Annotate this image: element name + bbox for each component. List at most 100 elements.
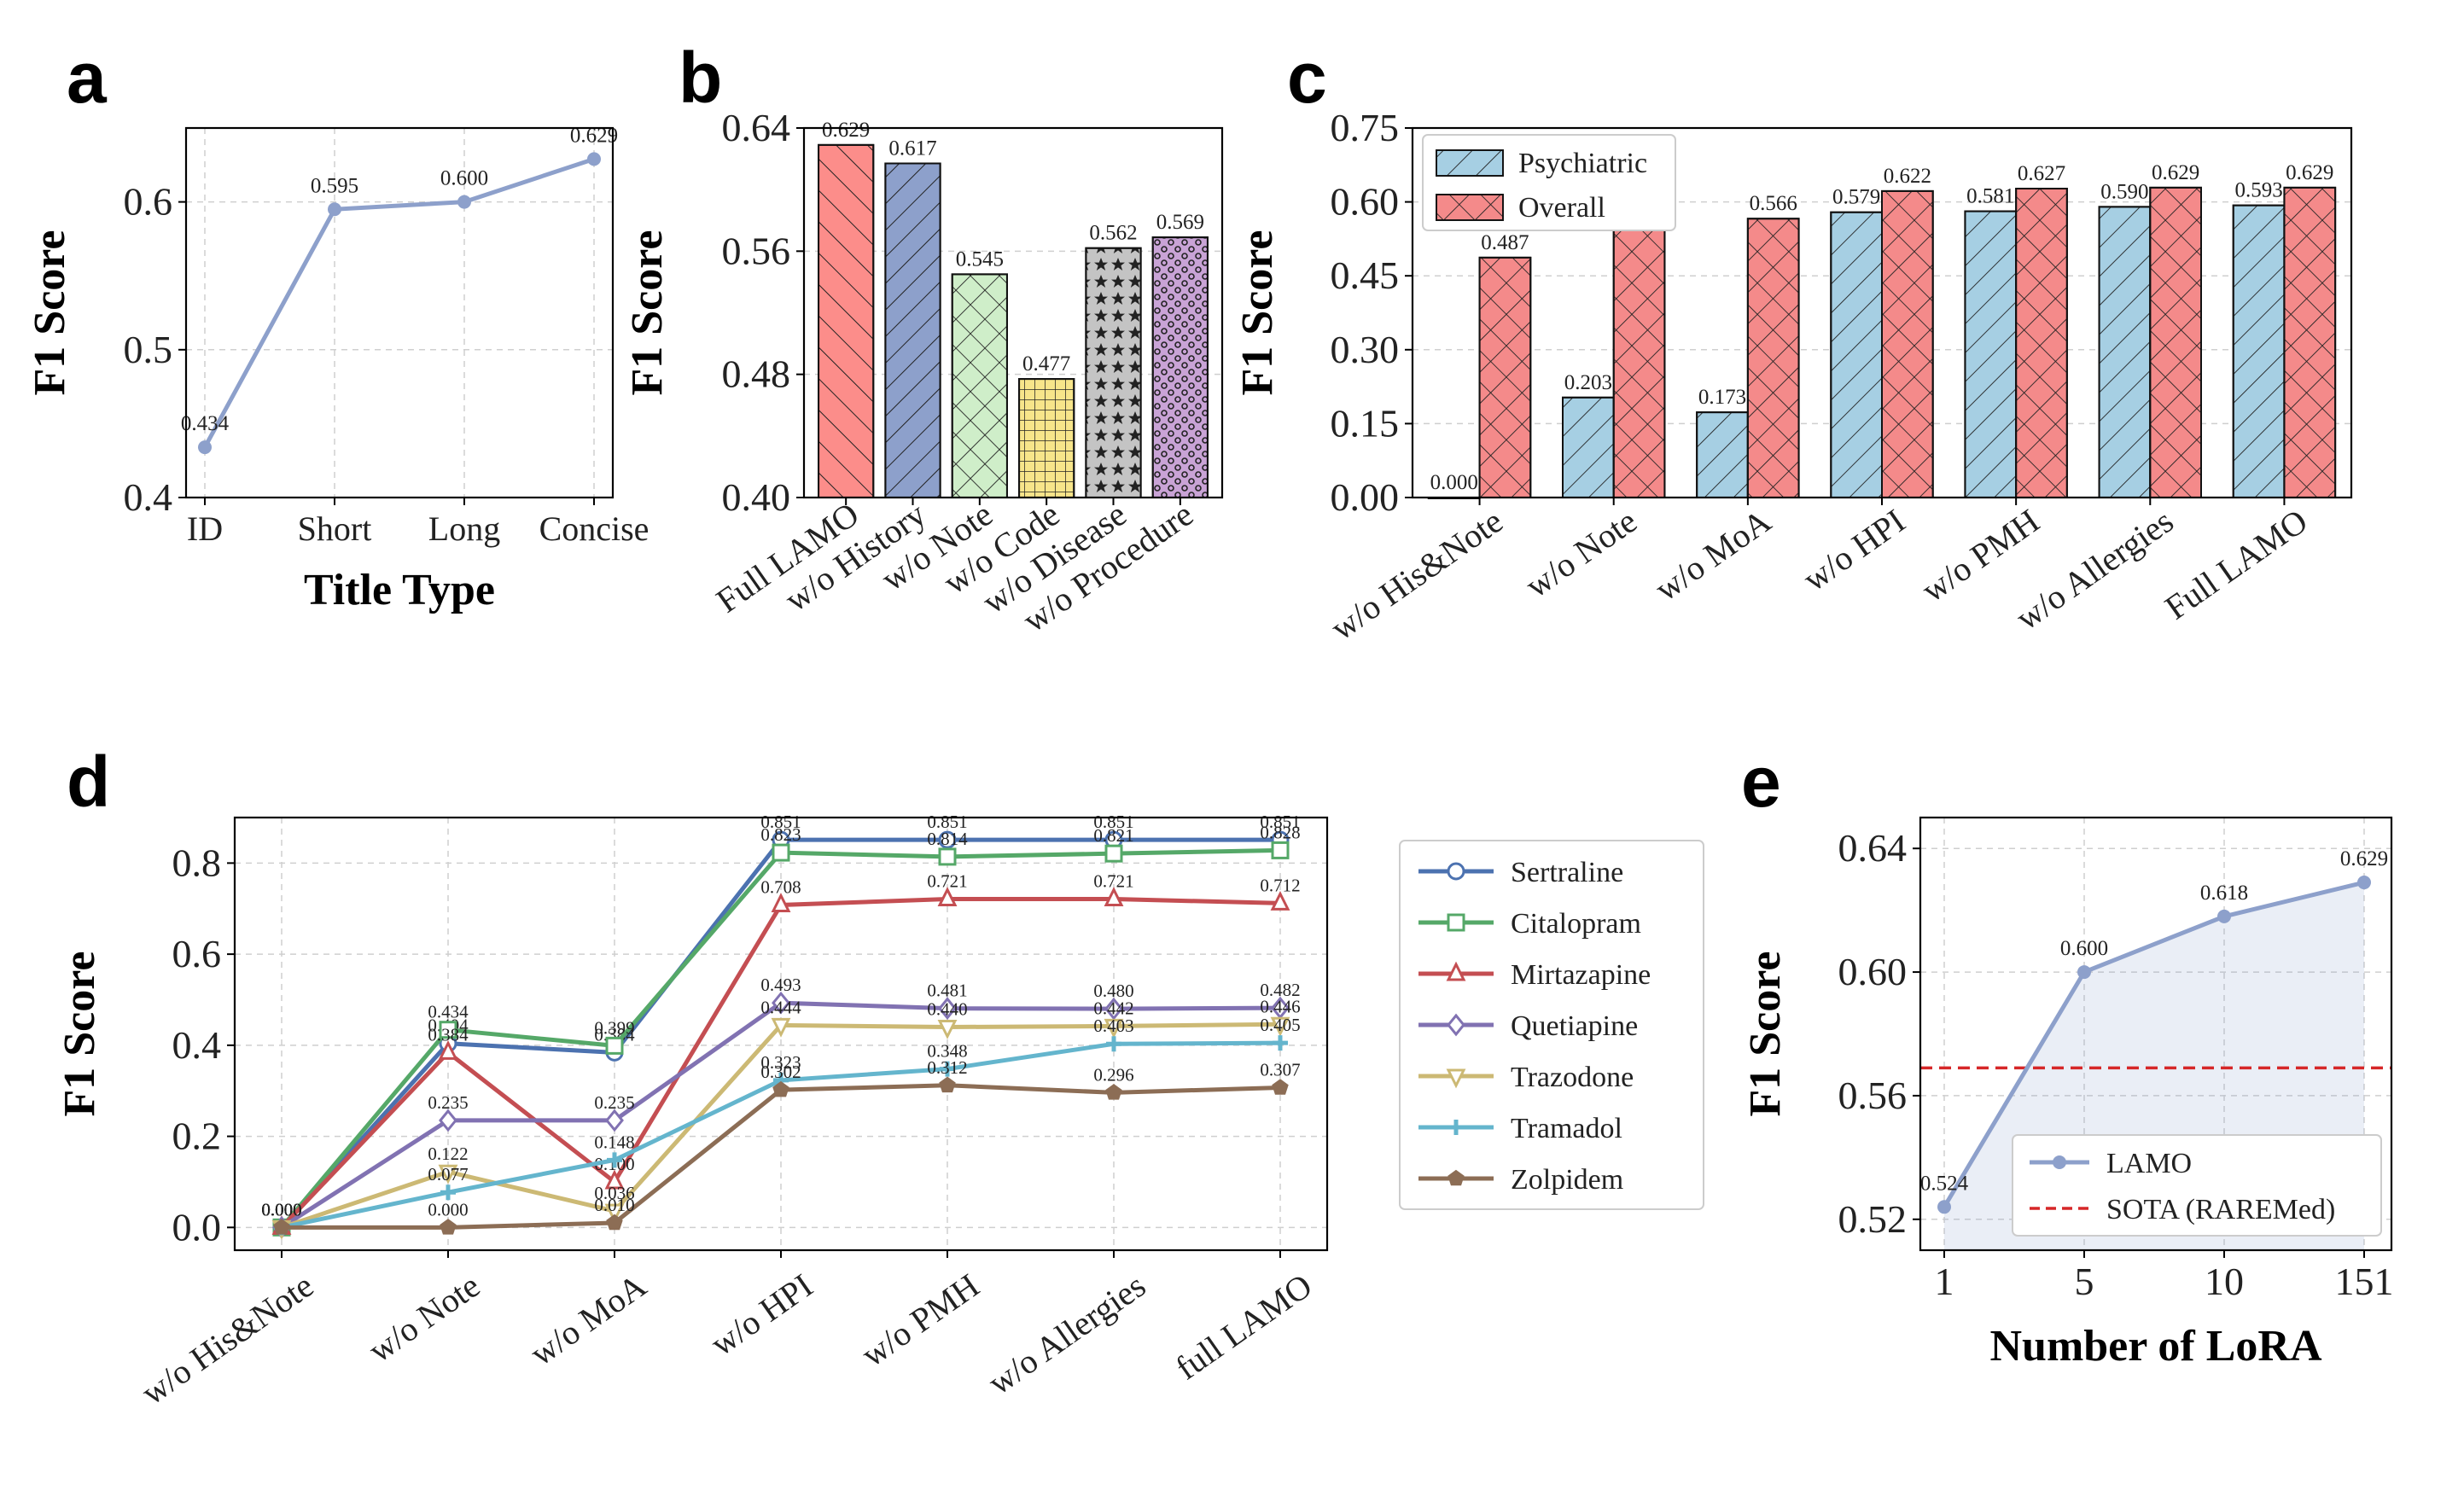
data-label: 0.823 (760, 824, 801, 845)
data-point (1448, 1169, 1465, 1186)
data-label: 0.434 (428, 1002, 469, 1022)
x-tick-label: 1 (1935, 1260, 1954, 1303)
panel-letter-a: a (67, 38, 108, 118)
data-label: 0.348 (927, 1041, 967, 1062)
data-label: 0.821 (1093, 825, 1133, 846)
data-label: 0.442 (1093, 998, 1133, 1018)
panel-letter-b: b (679, 38, 722, 118)
data-point (440, 1219, 457, 1235)
bar-hatch (1964, 210, 2018, 498)
y-tick-label: 0.64 (722, 106, 791, 149)
bar-hatch (1018, 378, 1075, 498)
data-point (1105, 1084, 1122, 1100)
x-tick-label: w/o MoA (1648, 501, 1778, 608)
data-label: 0.629 (2286, 161, 2333, 184)
data-label: 0.708 (760, 876, 801, 897)
data-label: 0.814 (927, 829, 968, 849)
data-point (1272, 1079, 1289, 1095)
plot-frame (1919, 816, 2393, 1252)
data-point (1447, 913, 1465, 932)
data-point (1104, 887, 1124, 907)
y-tick-label: 0.64 (1838, 826, 1908, 870)
data-label: 0.851 (927, 812, 967, 832)
y-tick-label: 0.48 (722, 352, 791, 396)
data-label: 0.595 (311, 174, 358, 197)
x-tick-label: w/o MoA (523, 1266, 653, 1373)
data-point (1104, 997, 1123, 1021)
bar-hatch (2283, 186, 2337, 498)
data-label: 0.721 (927, 871, 967, 892)
y-tick-label: 0.60 (1331, 180, 1400, 224)
legend-box (1399, 840, 1704, 1210)
bar-hatch (1085, 247, 1142, 498)
plot-frame (184, 126, 615, 499)
legend-label: Psychiatric (1518, 148, 1647, 179)
data-point (604, 1203, 625, 1224)
y-tick-label: 0.6 (124, 180, 173, 224)
panel-e: 0.52 0.56 0.60 0.64 F1 Score 0.524 1 0.600 5 0.61… (1741, 816, 2394, 1371)
data-label: 0.444 (760, 997, 801, 1017)
data-point (772, 1080, 789, 1097)
panel-d: 0.00.20.40.60.8F1 Score0.0000.4040.3840.… (55, 812, 1704, 1412)
data-point (438, 1164, 458, 1184)
data-label: 0.384 (428, 1024, 469, 1045)
bar-hatch (2098, 206, 2152, 499)
data-point (1104, 844, 1123, 863)
legend-label: Zolpidem (1511, 1164, 1623, 1196)
data-label: 0.600 (2060, 937, 2108, 960)
x-tick-label: w/o PMH (854, 1266, 986, 1375)
panel-letter-e: e (1741, 742, 1781, 822)
legend-label: SOTA (RAREMed) (2106, 1194, 2335, 1225)
data-label: 0.403 (1093, 1016, 1133, 1036)
data-point (937, 887, 958, 907)
data-point (587, 152, 601, 166)
data-label: 0.579 (1832, 186, 1880, 209)
data-point (1447, 862, 1465, 881)
data-point (440, 1184, 456, 1201)
data-point (938, 847, 957, 866)
data-point (1106, 1036, 1121, 1052)
data-label: 0.562 (1089, 222, 1137, 245)
x-tick-label: 5 (2075, 1260, 2094, 1303)
data-label: 0.622 (1884, 165, 1931, 188)
data-label: 0.721 (1093, 871, 1133, 892)
plot-frame (233, 816, 1329, 1252)
data-point (439, 1021, 457, 1039)
bar-hatch (884, 162, 941, 499)
y-axis-title: F1 Score (623, 230, 672, 396)
data-point (940, 1061, 955, 1077)
legend-label: Sertraline (1511, 857, 1623, 888)
data-label: 0.851 (1093, 812, 1133, 832)
y-axis-title: F1 Score (26, 230, 74, 396)
data-label: 0.036 (594, 1183, 634, 1203)
data-label: 0.010 (594, 1195, 634, 1215)
data-point (937, 1019, 958, 1039)
data-label: 0.446 (1260, 996, 1300, 1016)
y-tick-label: 0.4 (124, 475, 173, 519)
bar-hatch (2015, 188, 2068, 498)
data-label: 0.434 (181, 412, 230, 435)
data-label: 0.524 (1920, 1172, 1969, 1195)
data-label: 0.000 (261, 1199, 301, 1219)
data-point (938, 830, 957, 849)
legend-box (2012, 1134, 2382, 1237)
bar-hatch (2149, 186, 2202, 498)
bar-hatch (1830, 211, 1883, 498)
x-tick-label: 151 (2335, 1260, 2394, 1303)
legend-swatch-hatch (1436, 149, 1504, 177)
bar-hatch (818, 143, 875, 499)
plot-frame (1411, 126, 2353, 499)
legend-swatch-hatch (1436, 194, 1504, 221)
data-label: 0.235 (594, 1092, 634, 1113)
legend-label: LAMO (2106, 1148, 2192, 1179)
data-point (328, 202, 341, 217)
data-point (939, 1076, 956, 1093)
data-point (438, 1040, 458, 1060)
panel-a: 0.4 0.5 0.6 F1 Score 0.434 ID 0.595 Short 0.600 L… (26, 124, 649, 614)
y-tick-label: 0.5 (124, 328, 173, 371)
data-label: 0.148 (594, 1132, 634, 1152)
x-tick-label: w/o Note (361, 1266, 486, 1371)
bar-hatch (951, 273, 1008, 498)
x-tick-label: 10 (2205, 1260, 2244, 1303)
